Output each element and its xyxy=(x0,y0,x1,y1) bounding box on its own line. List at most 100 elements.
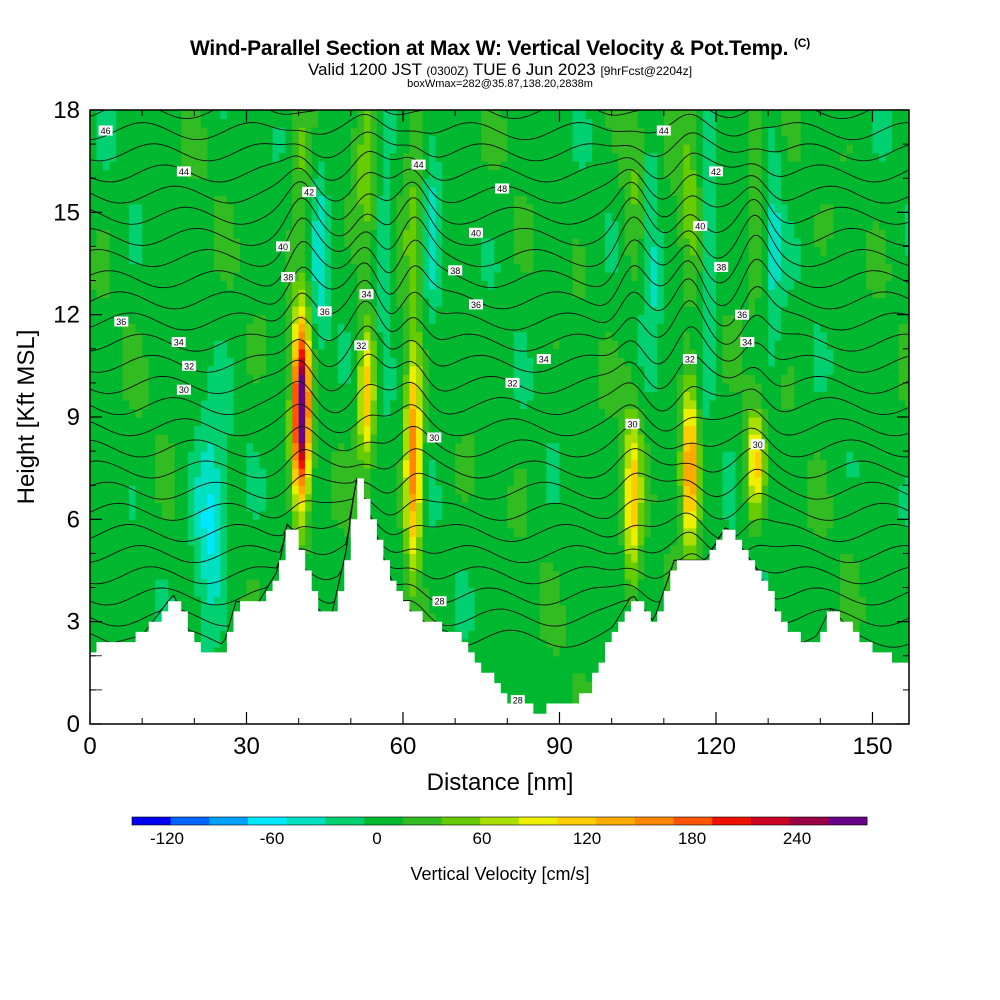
w-cell xyxy=(279,417,287,427)
w-cell xyxy=(285,365,293,375)
w-cell xyxy=(357,237,365,247)
w-cell xyxy=(344,110,352,120)
w-cell xyxy=(422,280,430,290)
w-cell xyxy=(318,391,326,401)
w-cell xyxy=(207,357,215,367)
w-cell xyxy=(220,382,228,392)
w-cell xyxy=(240,485,248,495)
w-cell xyxy=(318,451,326,461)
w-cell xyxy=(129,357,137,367)
w-cell xyxy=(116,630,124,640)
w-cell xyxy=(337,255,345,265)
w-cell xyxy=(135,519,143,529)
w-cell xyxy=(468,186,476,196)
w-cell xyxy=(448,135,456,145)
w-cell xyxy=(435,451,443,461)
w-cell xyxy=(403,118,411,128)
w-cell xyxy=(507,553,515,563)
w-cell xyxy=(194,127,202,137)
w-cell xyxy=(442,621,450,631)
w-cell xyxy=(168,255,176,265)
w-cell xyxy=(90,399,98,409)
w-cell xyxy=(155,459,163,469)
w-cell xyxy=(474,340,482,350)
w-cell xyxy=(233,178,241,188)
w-cell xyxy=(298,195,306,205)
w-cell xyxy=(135,587,143,597)
w-cell xyxy=(448,348,456,358)
w-cell xyxy=(142,596,150,606)
w-cell xyxy=(161,195,169,205)
w-cell xyxy=(409,280,417,290)
w-cell xyxy=(494,357,502,367)
w-cell xyxy=(233,459,241,469)
w-cell xyxy=(513,118,521,128)
w-cell xyxy=(481,340,489,350)
w-cell xyxy=(103,417,111,427)
w-cell xyxy=(240,229,248,239)
w-cell xyxy=(103,340,111,350)
w-cell xyxy=(279,280,287,290)
w-cell xyxy=(474,220,482,230)
w-cell xyxy=(213,152,221,162)
w-cell xyxy=(292,186,300,196)
w-cell xyxy=(311,408,319,418)
w-cell xyxy=(526,596,534,606)
w-cell xyxy=(416,331,424,341)
w-cell xyxy=(155,203,163,213)
w-cell xyxy=(200,417,208,427)
w-cell xyxy=(324,280,332,290)
w-cell xyxy=(370,289,378,299)
w-cell xyxy=(487,220,495,230)
w-cell xyxy=(116,374,124,384)
w-cell xyxy=(266,459,274,469)
w-cell xyxy=(220,579,228,589)
w-cell xyxy=(533,442,541,452)
w-cell xyxy=(487,178,495,188)
w-cell xyxy=(337,442,345,452)
w-cell xyxy=(226,246,234,256)
w-cell xyxy=(429,169,437,179)
w-cell xyxy=(396,340,404,350)
w-cell xyxy=(200,178,208,188)
w-cell xyxy=(298,255,306,265)
w-cell xyxy=(513,135,521,145)
w-cell xyxy=(533,255,541,265)
w-cell xyxy=(161,604,169,614)
w-cell xyxy=(285,135,293,145)
w-cell xyxy=(155,144,163,154)
w-cell xyxy=(174,596,182,606)
w-cell xyxy=(174,374,182,384)
w-cell xyxy=(422,434,430,444)
w-cell xyxy=(481,562,489,572)
w-cell xyxy=(507,357,515,367)
w-cell xyxy=(442,417,450,427)
w-cell xyxy=(324,331,332,341)
w-cell xyxy=(331,220,339,230)
w-cell xyxy=(279,459,287,469)
w-cell xyxy=(213,638,221,648)
w-cell xyxy=(311,348,319,358)
w-cell xyxy=(331,144,339,154)
w-cell xyxy=(194,203,202,213)
w-cell xyxy=(331,391,339,401)
w-cell xyxy=(148,579,156,589)
w-cell xyxy=(533,587,541,597)
w-cell xyxy=(187,434,195,444)
w-cell xyxy=(122,562,130,572)
w-cell xyxy=(513,408,521,418)
w-cell xyxy=(533,135,541,145)
w-cell xyxy=(474,357,482,367)
w-cell xyxy=(520,604,528,614)
w-cell xyxy=(168,553,176,563)
w-cell xyxy=(200,195,208,205)
w-cell xyxy=(324,135,332,145)
w-cell xyxy=(226,169,234,179)
w-cell xyxy=(305,178,313,188)
w-cell xyxy=(357,203,365,213)
w-cell xyxy=(513,502,521,512)
w-cell xyxy=(194,613,202,623)
w-cell xyxy=(390,468,398,478)
w-cell xyxy=(220,135,228,145)
w-cell xyxy=(213,118,221,128)
